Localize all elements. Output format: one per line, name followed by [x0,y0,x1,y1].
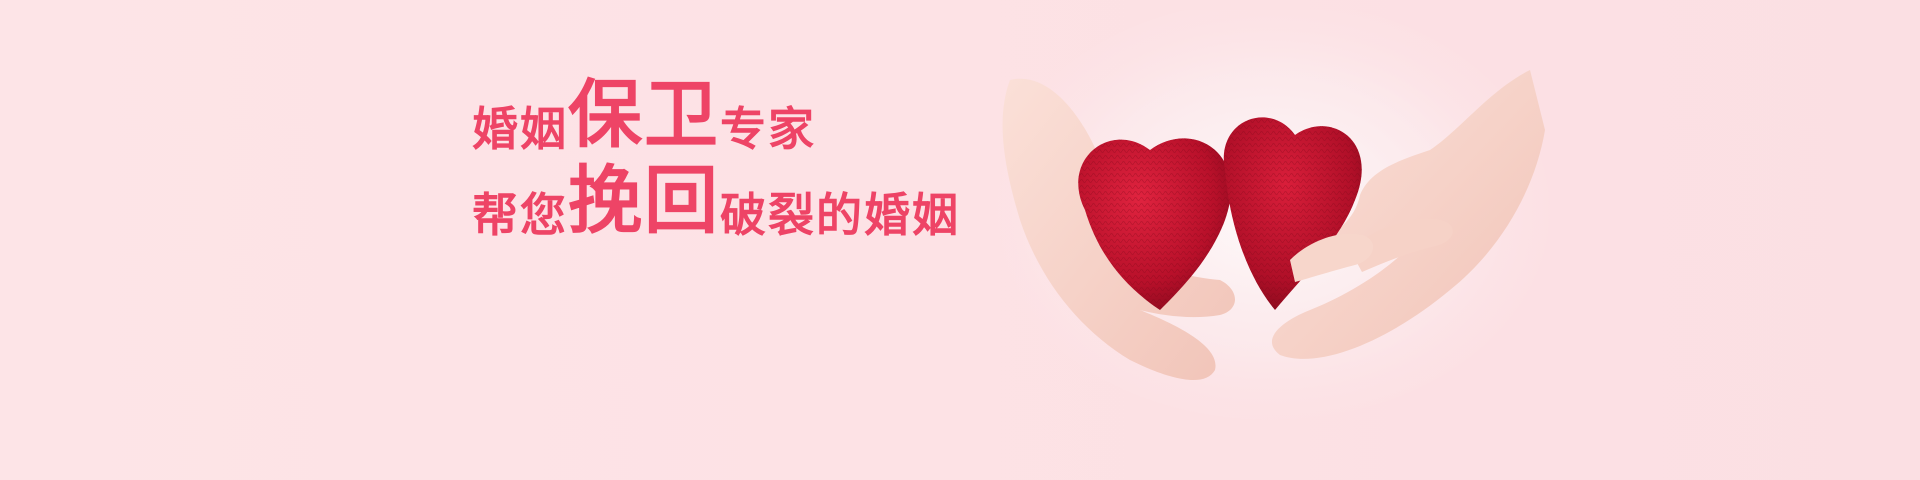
headline-line1-part3: 专家 [720,102,816,156]
thumb-over-heart [1290,233,1374,282]
right-hand [1271,70,1545,359]
left-heart [1078,138,1231,310]
headline-line2-part1: 帮您 [472,188,568,242]
headline-line1-emphasis: 保卫 [568,72,720,158]
hands-hearts-illustration [990,10,1550,420]
headline-line2-part3: 破裂的婚姻 [720,188,960,242]
right-heart [1223,117,1362,310]
right-thumb [1350,219,1453,272]
headline-line-2: 帮您 挽回 破裂的婚姻 [472,164,960,238]
headline-line2-emphasis: 挽回 [568,158,720,244]
left-hand [1002,78,1235,381]
headline: 婚姻 保卫 专家 帮您 挽回 破裂的婚姻 [472,78,960,238]
headline-line1-part1: 婚姻 [472,102,568,156]
headline-line-1: 婚姻 保卫 专家 [472,78,960,152]
hands-holding-hearts-image [990,10,1550,420]
